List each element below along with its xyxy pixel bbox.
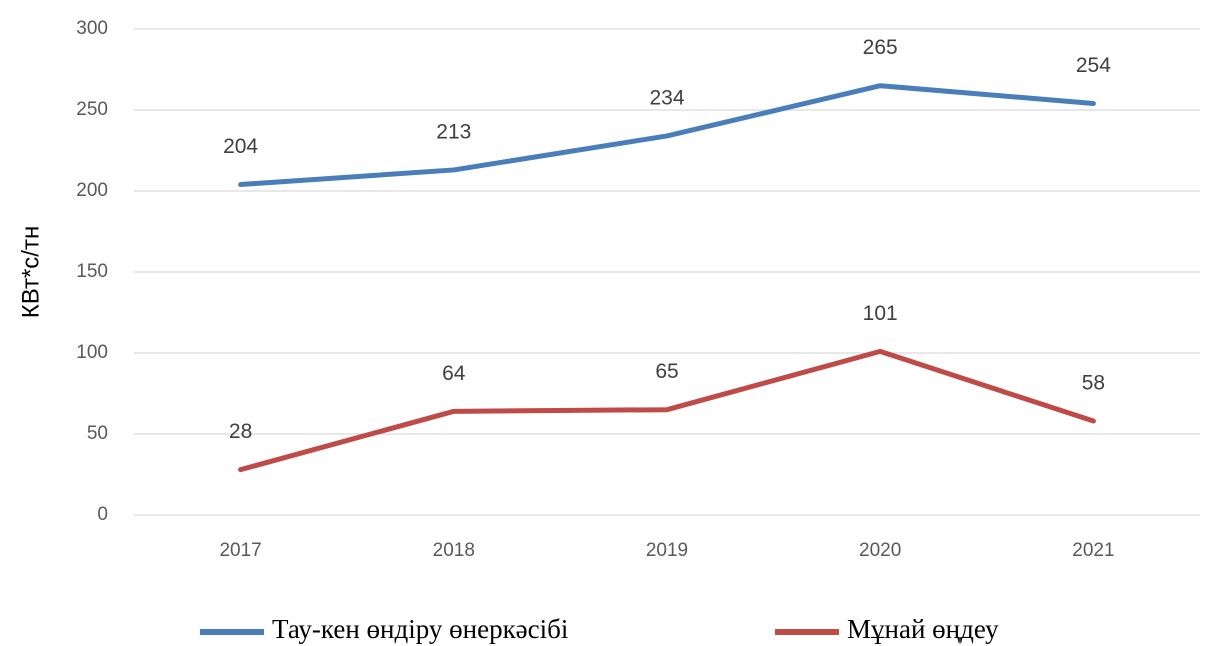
x-tick-label: 2019 [646, 540, 688, 561]
data-label: 101 [863, 302, 898, 325]
y-tick-label: 50 [87, 423, 108, 444]
data-label: 64 [442, 362, 466, 385]
data-label: 213 [436, 120, 471, 143]
y-tick-label: 250 [76, 99, 108, 120]
y-tick-label: 100 [76, 342, 108, 363]
data-label: 65 [655, 360, 678, 383]
y-tick-label: 0 [97, 504, 108, 525]
data-label: 265 [863, 36, 898, 59]
x-tick-label: 2018 [433, 540, 475, 561]
x-tick-label: 2021 [1072, 540, 1114, 561]
x-tick-label: 2017 [219, 540, 261, 561]
series-line [238, 83, 1096, 188]
y-axis-label: КВт*с/тн [17, 226, 44, 318]
x-tick-label: 2020 [859, 540, 901, 561]
legend-label: Тау-кен өндіру өнеркәсібі [272, 614, 568, 644]
y-tick-label: 200 [76, 180, 108, 201]
data-label: 58 [1082, 372, 1105, 395]
data-label: 234 [649, 86, 684, 109]
data-label: 254 [1076, 54, 1111, 77]
data-label: 28 [229, 420, 252, 443]
data-label: 204 [223, 135, 258, 158]
y-tick-label: 150 [76, 261, 108, 282]
y-tick-label: 300 [76, 18, 108, 39]
legend-label: Мұнай өңдеу [847, 614, 999, 644]
series-line [238, 348, 1096, 473]
